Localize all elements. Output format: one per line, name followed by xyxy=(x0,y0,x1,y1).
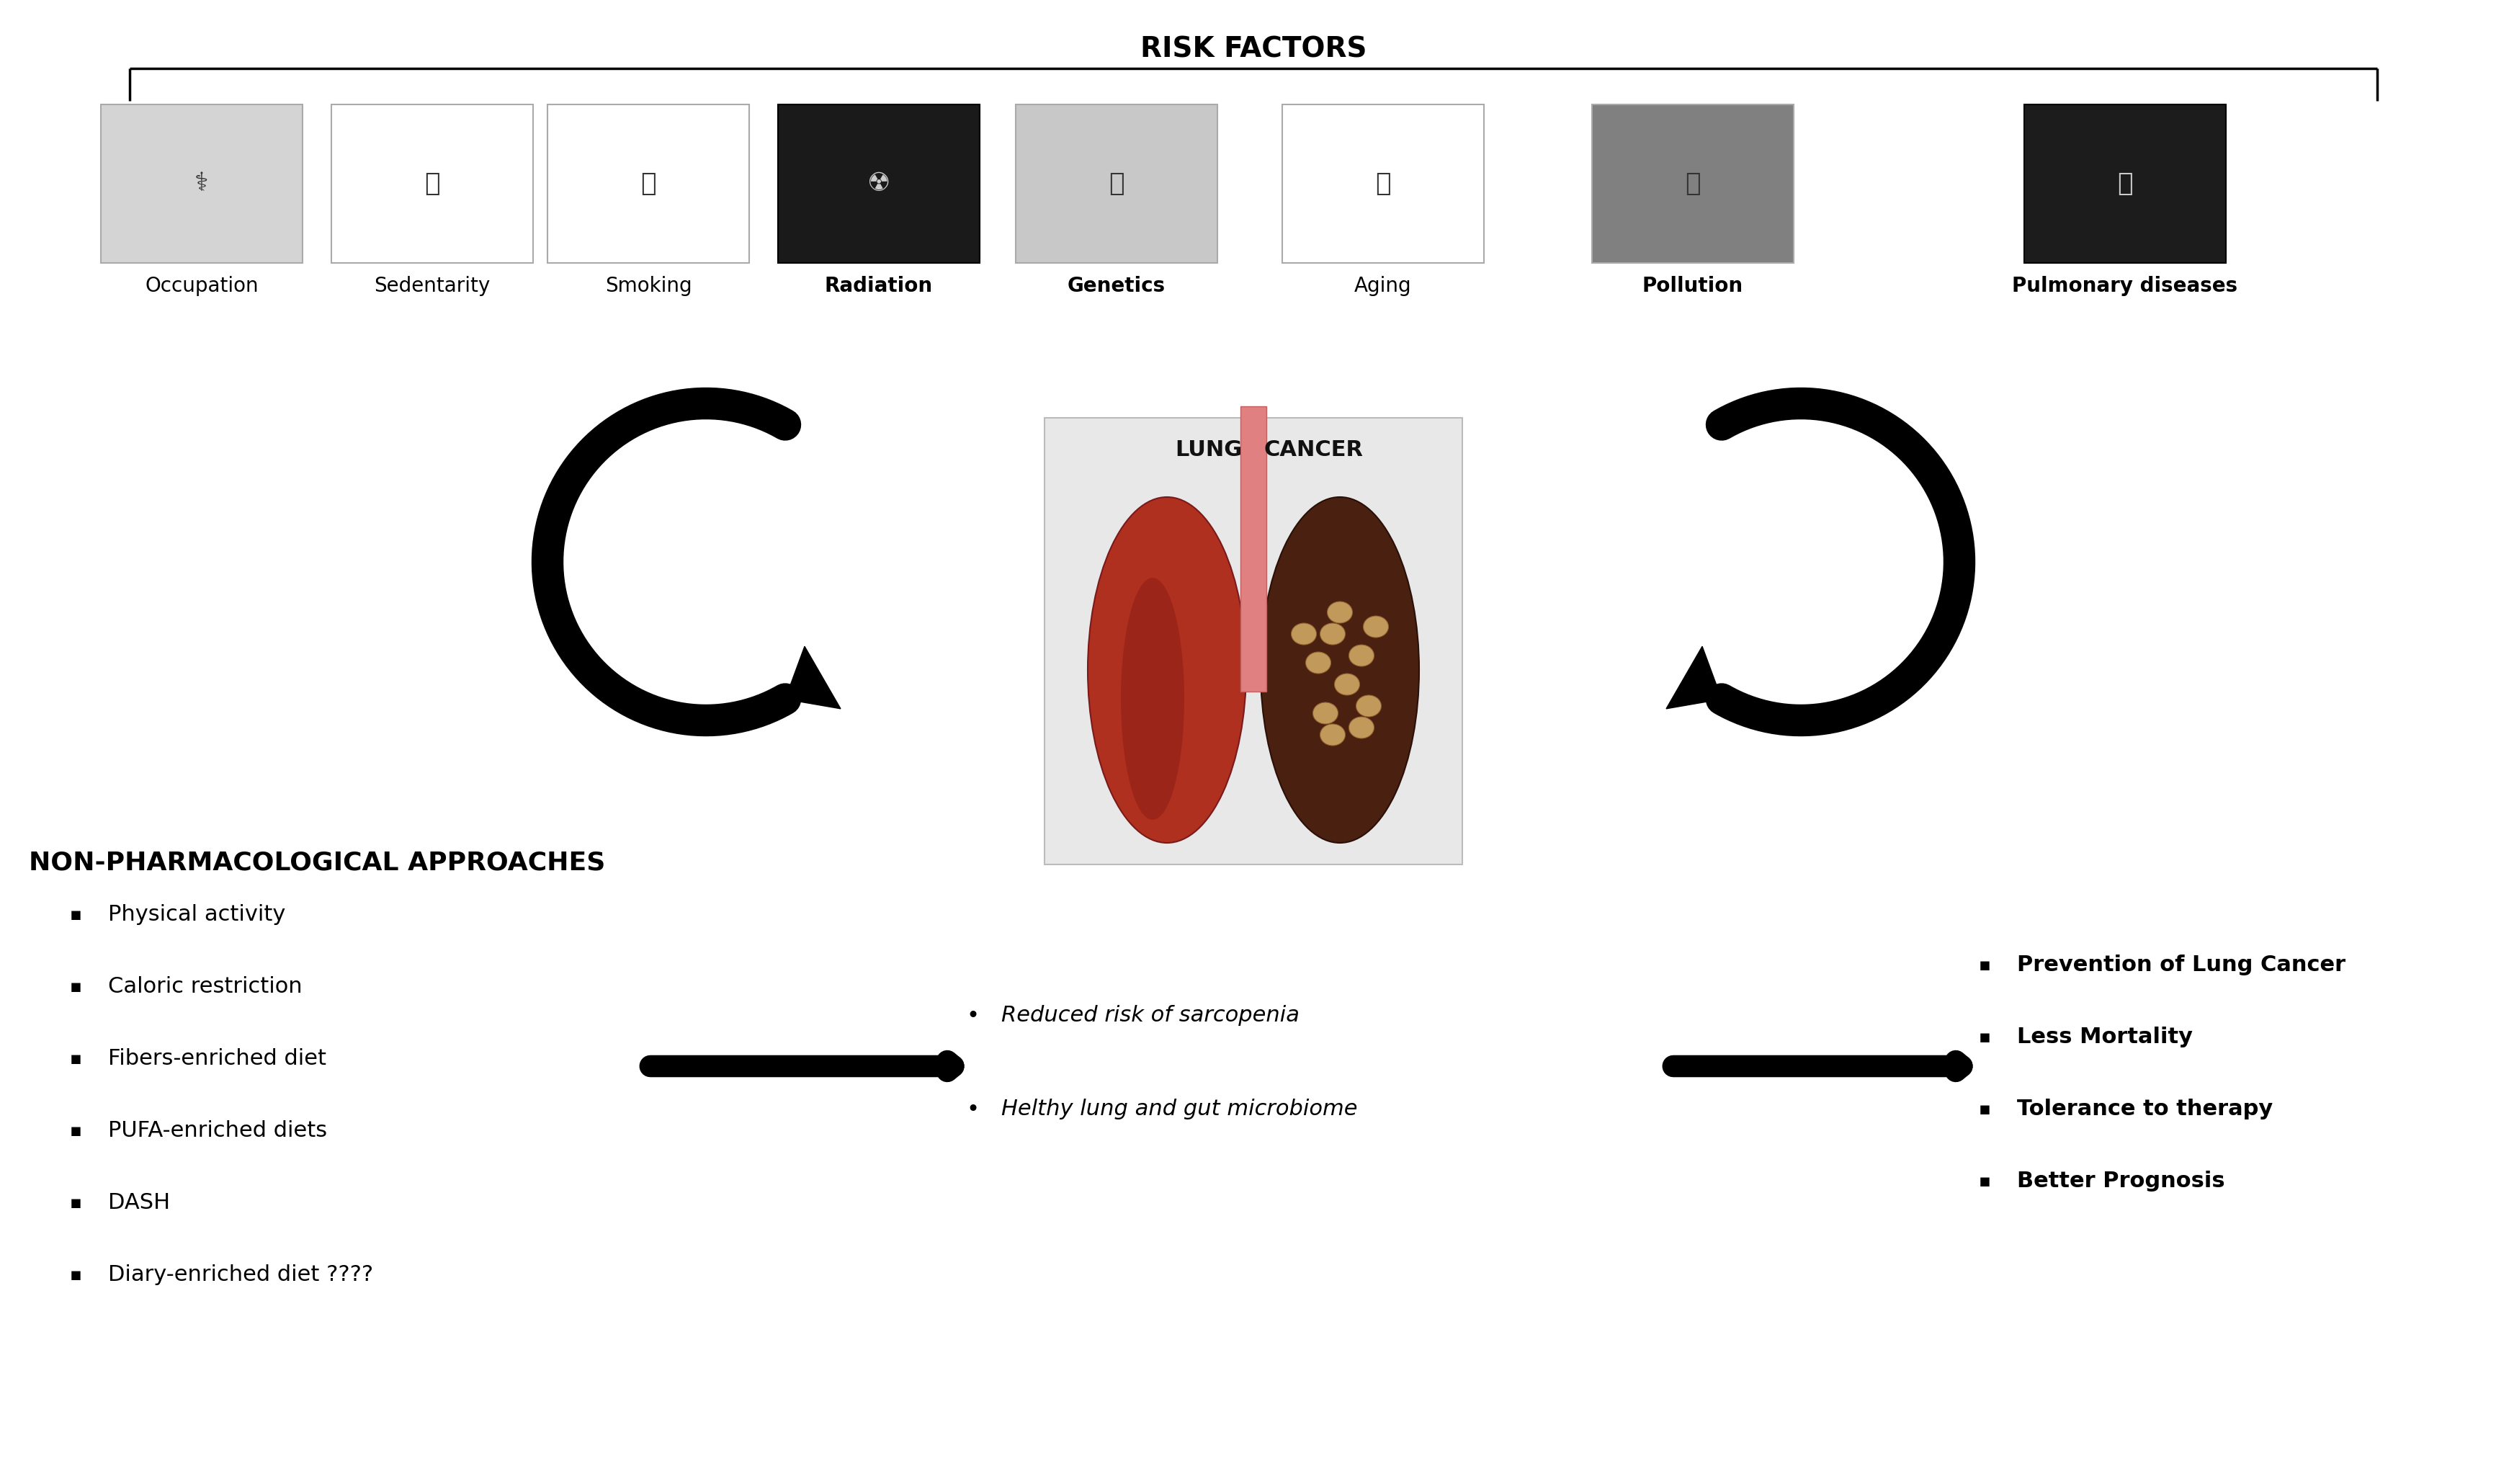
Text: Helthy lung and gut microbiome: Helthy lung and gut microbiome xyxy=(1001,1100,1357,1120)
Text: CANCER: CANCER xyxy=(1265,439,1362,460)
Ellipse shape xyxy=(1305,651,1330,674)
Text: ⚕: ⚕ xyxy=(196,172,208,196)
Text: ▪: ▪ xyxy=(70,978,83,996)
Text: ▪: ▪ xyxy=(70,1195,83,1212)
Ellipse shape xyxy=(1335,674,1360,695)
Text: Genetics: Genetics xyxy=(1066,276,1167,297)
Text: DASH: DASH xyxy=(108,1193,171,1214)
Text: Diary-enriched diet ????: Diary-enriched diet ???? xyxy=(108,1264,374,1285)
FancyBboxPatch shape xyxy=(2025,104,2225,263)
Ellipse shape xyxy=(1355,695,1382,717)
Text: Caloric restriction: Caloric restriction xyxy=(108,976,301,997)
Ellipse shape xyxy=(1350,644,1375,666)
FancyBboxPatch shape xyxy=(331,104,532,263)
Text: LUNG: LUNG xyxy=(1174,439,1242,460)
Text: 🚬: 🚬 xyxy=(640,172,657,196)
Text: 🪑: 🪑 xyxy=(424,172,439,196)
FancyBboxPatch shape xyxy=(1282,104,1483,263)
Polygon shape xyxy=(1666,647,1721,709)
Ellipse shape xyxy=(1362,616,1387,638)
Text: Fibers-enriched diet: Fibers-enriched diet xyxy=(108,1049,326,1070)
Text: ▪: ▪ xyxy=(1980,1172,1990,1190)
FancyBboxPatch shape xyxy=(547,104,750,263)
FancyBboxPatch shape xyxy=(778,104,979,263)
Text: 🫁: 🫁 xyxy=(2118,172,2133,196)
Text: •: • xyxy=(966,1100,979,1120)
FancyBboxPatch shape xyxy=(1593,104,1794,263)
Ellipse shape xyxy=(1350,717,1375,739)
FancyBboxPatch shape xyxy=(1239,407,1267,692)
Text: Aging: Aging xyxy=(1355,276,1413,297)
Text: 🏭: 🏭 xyxy=(1686,172,1701,196)
Text: Reduced risk of sarcopenia: Reduced risk of sarcopenia xyxy=(1001,1005,1300,1027)
Text: Radiation: Radiation xyxy=(825,276,933,297)
FancyBboxPatch shape xyxy=(1016,104,1217,263)
Text: ▪: ▪ xyxy=(1980,957,1990,974)
Ellipse shape xyxy=(1292,623,1317,644)
Ellipse shape xyxy=(1122,577,1184,819)
Text: Less Mortality: Less Mortality xyxy=(2017,1027,2193,1048)
FancyBboxPatch shape xyxy=(1044,418,1463,865)
Ellipse shape xyxy=(1320,623,1345,644)
Text: Smoking: Smoking xyxy=(605,276,692,297)
Text: ☢: ☢ xyxy=(868,172,891,196)
Text: ▪: ▪ xyxy=(1980,1101,1990,1117)
Text: ▪: ▪ xyxy=(70,907,83,923)
Text: 🚶: 🚶 xyxy=(1375,172,1390,196)
Text: Prevention of Lung Cancer: Prevention of Lung Cancer xyxy=(2017,954,2346,976)
Text: Occupation: Occupation xyxy=(146,276,258,297)
Text: 🧬: 🧬 xyxy=(1109,172,1124,196)
Ellipse shape xyxy=(1320,724,1345,745)
Text: Pulmonary diseases: Pulmonary diseases xyxy=(2012,276,2238,297)
Text: •: • xyxy=(966,1005,979,1027)
Text: Physical activity: Physical activity xyxy=(108,904,286,926)
Text: ▪: ▪ xyxy=(70,1051,83,1067)
Polygon shape xyxy=(785,647,841,709)
Ellipse shape xyxy=(1327,601,1352,623)
Text: PUFA-enriched diets: PUFA-enriched diets xyxy=(108,1120,326,1141)
Text: ▪: ▪ xyxy=(70,1266,83,1284)
Text: ▪: ▪ xyxy=(70,1122,83,1140)
Text: RISK FACTORS: RISK FACTORS xyxy=(1139,36,1367,64)
Text: Pollution: Pollution xyxy=(1643,276,1744,297)
Text: Tolerance to therapy: Tolerance to therapy xyxy=(2017,1100,2273,1120)
Ellipse shape xyxy=(1089,497,1247,843)
Ellipse shape xyxy=(1312,702,1337,724)
Ellipse shape xyxy=(1260,497,1420,843)
FancyBboxPatch shape xyxy=(100,104,304,263)
Text: Better Prognosis: Better Prognosis xyxy=(2017,1171,2225,1192)
Text: ▪: ▪ xyxy=(1980,1028,1990,1046)
Text: NON-PHARMACOLOGICAL APPROACHES: NON-PHARMACOLOGICAL APPROACHES xyxy=(28,850,605,874)
Text: Sedentarity: Sedentarity xyxy=(374,276,489,297)
